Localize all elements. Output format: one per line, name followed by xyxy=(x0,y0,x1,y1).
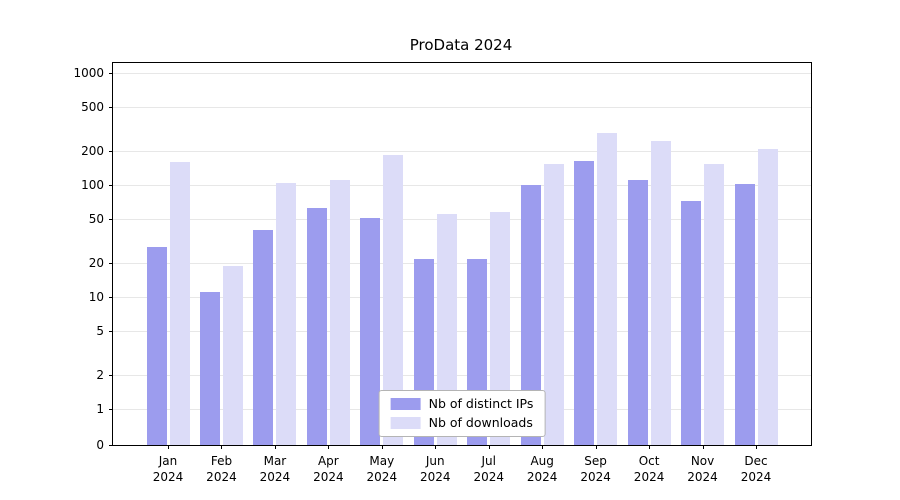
plot-area: Nb of distinct IPs Nb of downloads 0 1 2 5 1… xyxy=(73,62,812,484)
y-tick-mark xyxy=(109,218,113,220)
x-tick-mark xyxy=(381,445,383,449)
x-tick-label: Jul 2024 xyxy=(473,454,504,485)
x-tick-mark xyxy=(435,445,437,449)
y-tick-mark xyxy=(109,106,113,108)
legend: Nb of distinct IPs Nb of downloads xyxy=(378,390,546,437)
bar-distinct-ips xyxy=(574,160,595,445)
y-tick-mark xyxy=(109,73,113,74)
bar-downloads xyxy=(650,141,671,445)
y-tick-mark xyxy=(109,445,113,446)
y-tick-label: 1000 xyxy=(73,66,104,80)
bar-distinct-ips xyxy=(146,246,167,445)
gridline xyxy=(113,151,811,153)
x-tick-label: Jan 2024 xyxy=(152,454,184,485)
gridline xyxy=(113,73,811,74)
x-tick-mark xyxy=(274,445,276,449)
legend-item-downloads: Nb of downloads xyxy=(390,414,534,430)
y-tick-label: 100 xyxy=(81,178,104,192)
x-tick-mark xyxy=(702,445,704,449)
bar-downloads xyxy=(436,214,457,445)
y-tick-label: 20 xyxy=(88,256,104,271)
x-tick-mark xyxy=(221,445,223,449)
y-tick-mark xyxy=(109,375,113,377)
bar-distinct-ips xyxy=(253,229,274,445)
legend-swatch-downloads xyxy=(390,416,421,429)
x-tick-mark xyxy=(595,445,597,449)
legend-item-distinct-ips: Nb of distinct IPs xyxy=(390,396,534,411)
x-tick-label: Jun 2024 xyxy=(419,454,451,485)
gridline xyxy=(113,218,811,220)
x-tick-mark xyxy=(756,445,757,449)
bar-downloads xyxy=(222,265,243,445)
y-tick-mark xyxy=(109,263,113,265)
y-tick-label: 500 xyxy=(81,99,104,114)
x-tick-mark xyxy=(542,445,544,449)
y-tick-label: 0 xyxy=(96,438,104,452)
y-tick-label: 200 xyxy=(81,144,104,159)
bar-downloads xyxy=(704,163,725,445)
bar-distinct-ips xyxy=(681,200,702,445)
bar-downloads xyxy=(383,155,404,445)
bar-downloads xyxy=(276,182,297,445)
bar-downloads xyxy=(757,148,778,445)
x-tick-label: Feb 2024 xyxy=(206,454,237,485)
y-tick-mark xyxy=(109,330,113,332)
x-tick-mark xyxy=(488,445,490,449)
bar-downloads xyxy=(543,163,564,445)
x-tick-label: Apr 2024 xyxy=(313,454,344,485)
bar-downloads xyxy=(490,211,511,445)
x-tick-label: Sep 2024 xyxy=(580,454,611,485)
y-tick-label: 50 xyxy=(88,211,104,226)
bar-distinct-ips xyxy=(199,292,220,445)
bar-downloads xyxy=(329,180,350,445)
x-tick-mark xyxy=(328,445,330,449)
legend-swatch-distinct-ips xyxy=(390,398,421,411)
x-tick-label: Aug 2024 xyxy=(526,454,558,485)
gridline xyxy=(113,297,811,298)
bar-distinct-ips xyxy=(627,180,648,445)
y-tick-label: 2 xyxy=(96,368,104,383)
y-tick-mark xyxy=(109,185,113,186)
y-tick-label: 1 xyxy=(96,402,104,416)
bar-distinct-ips xyxy=(734,184,755,445)
chart-title: ProData 2024 xyxy=(409,36,513,54)
legend-label-distinct-ips: Nb of distinct IPs xyxy=(428,396,534,411)
x-tick-label: Dec 2024 xyxy=(740,454,772,485)
gridline xyxy=(113,375,811,377)
x-tick-mark xyxy=(168,445,169,449)
x-tick-label: Oct 2024 xyxy=(633,454,665,485)
y-tick-mark xyxy=(109,297,113,298)
bar-downloads xyxy=(597,133,618,445)
bar-downloads xyxy=(169,162,190,445)
gridline xyxy=(113,185,811,186)
x-tick-label: May 2024 xyxy=(366,454,398,485)
bar-distinct-ips xyxy=(306,208,327,445)
bar-distinct-ips xyxy=(520,185,541,445)
legend-label-downloads: Nb of downloads xyxy=(428,414,533,430)
gridline xyxy=(113,106,811,108)
y-tick-mark xyxy=(109,409,113,410)
x-tick-label: Mar 2024 xyxy=(259,454,291,485)
y-tick-label: 5 xyxy=(96,323,104,338)
x-tick-mark xyxy=(649,445,651,449)
bar-distinct-ips xyxy=(360,217,381,445)
y-tick-mark xyxy=(109,151,113,153)
x-tick-label: Nov 2024 xyxy=(687,454,718,485)
gridline xyxy=(113,330,811,332)
gridline xyxy=(113,263,811,265)
y-tick-label: 10 xyxy=(88,290,104,304)
